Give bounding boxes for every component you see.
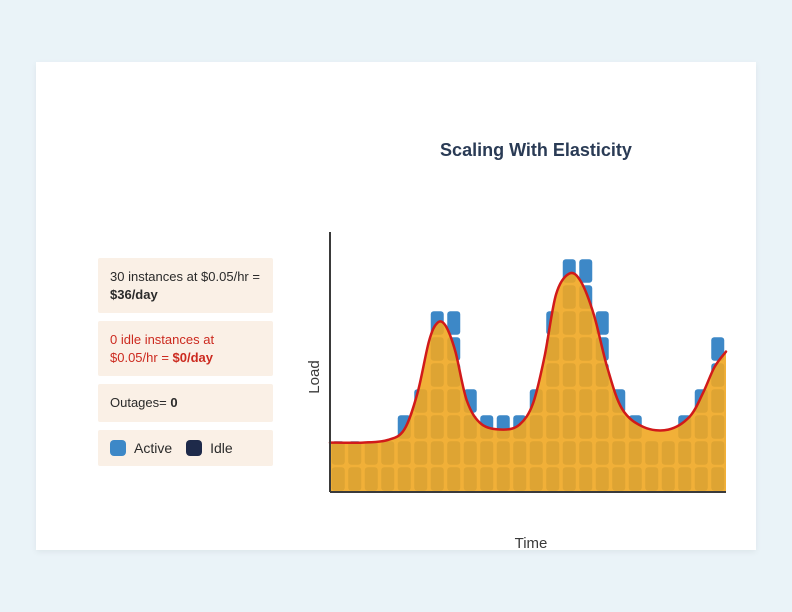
info-box-idle-cost: 0 idle instances at $0.05/hr = $0/day — [98, 321, 273, 376]
info-column: 30 instances at $0.05/hr = $36/day 0 idl… — [98, 258, 273, 466]
info-outages-value: 0 — [170, 395, 177, 410]
chart-ylabel: Load — [306, 360, 323, 393]
info-active-prefix: 30 instances at $0.05/hr = — [110, 269, 260, 284]
elasticity-chart — [326, 232, 736, 502]
legend-swatch-idle — [186, 440, 202, 456]
legend-swatch-active — [110, 440, 126, 456]
info-outages-label: Outages= — [110, 395, 170, 410]
info-idle-value: $0/day — [173, 350, 213, 365]
load-area — [330, 273, 726, 492]
bar-cell — [579, 259, 592, 282]
legend: Active Idle — [98, 430, 273, 466]
chart-xlabel: Time — [326, 535, 736, 552]
chart-area: Load Time — [326, 232, 736, 522]
info-active-value: $36/day — [110, 287, 158, 302]
info-box-active-cost: 30 instances at $0.05/hr = $36/day — [98, 258, 273, 313]
info-box-outages: Outages= 0 — [98, 384, 273, 422]
legend-label-idle: Idle — [210, 440, 233, 456]
legend-label-active: Active — [134, 440, 172, 456]
chart-title: Scaling With Elasticity — [336, 140, 736, 161]
card: Scaling With Elasticity 30 instances at … — [36, 62, 756, 550]
